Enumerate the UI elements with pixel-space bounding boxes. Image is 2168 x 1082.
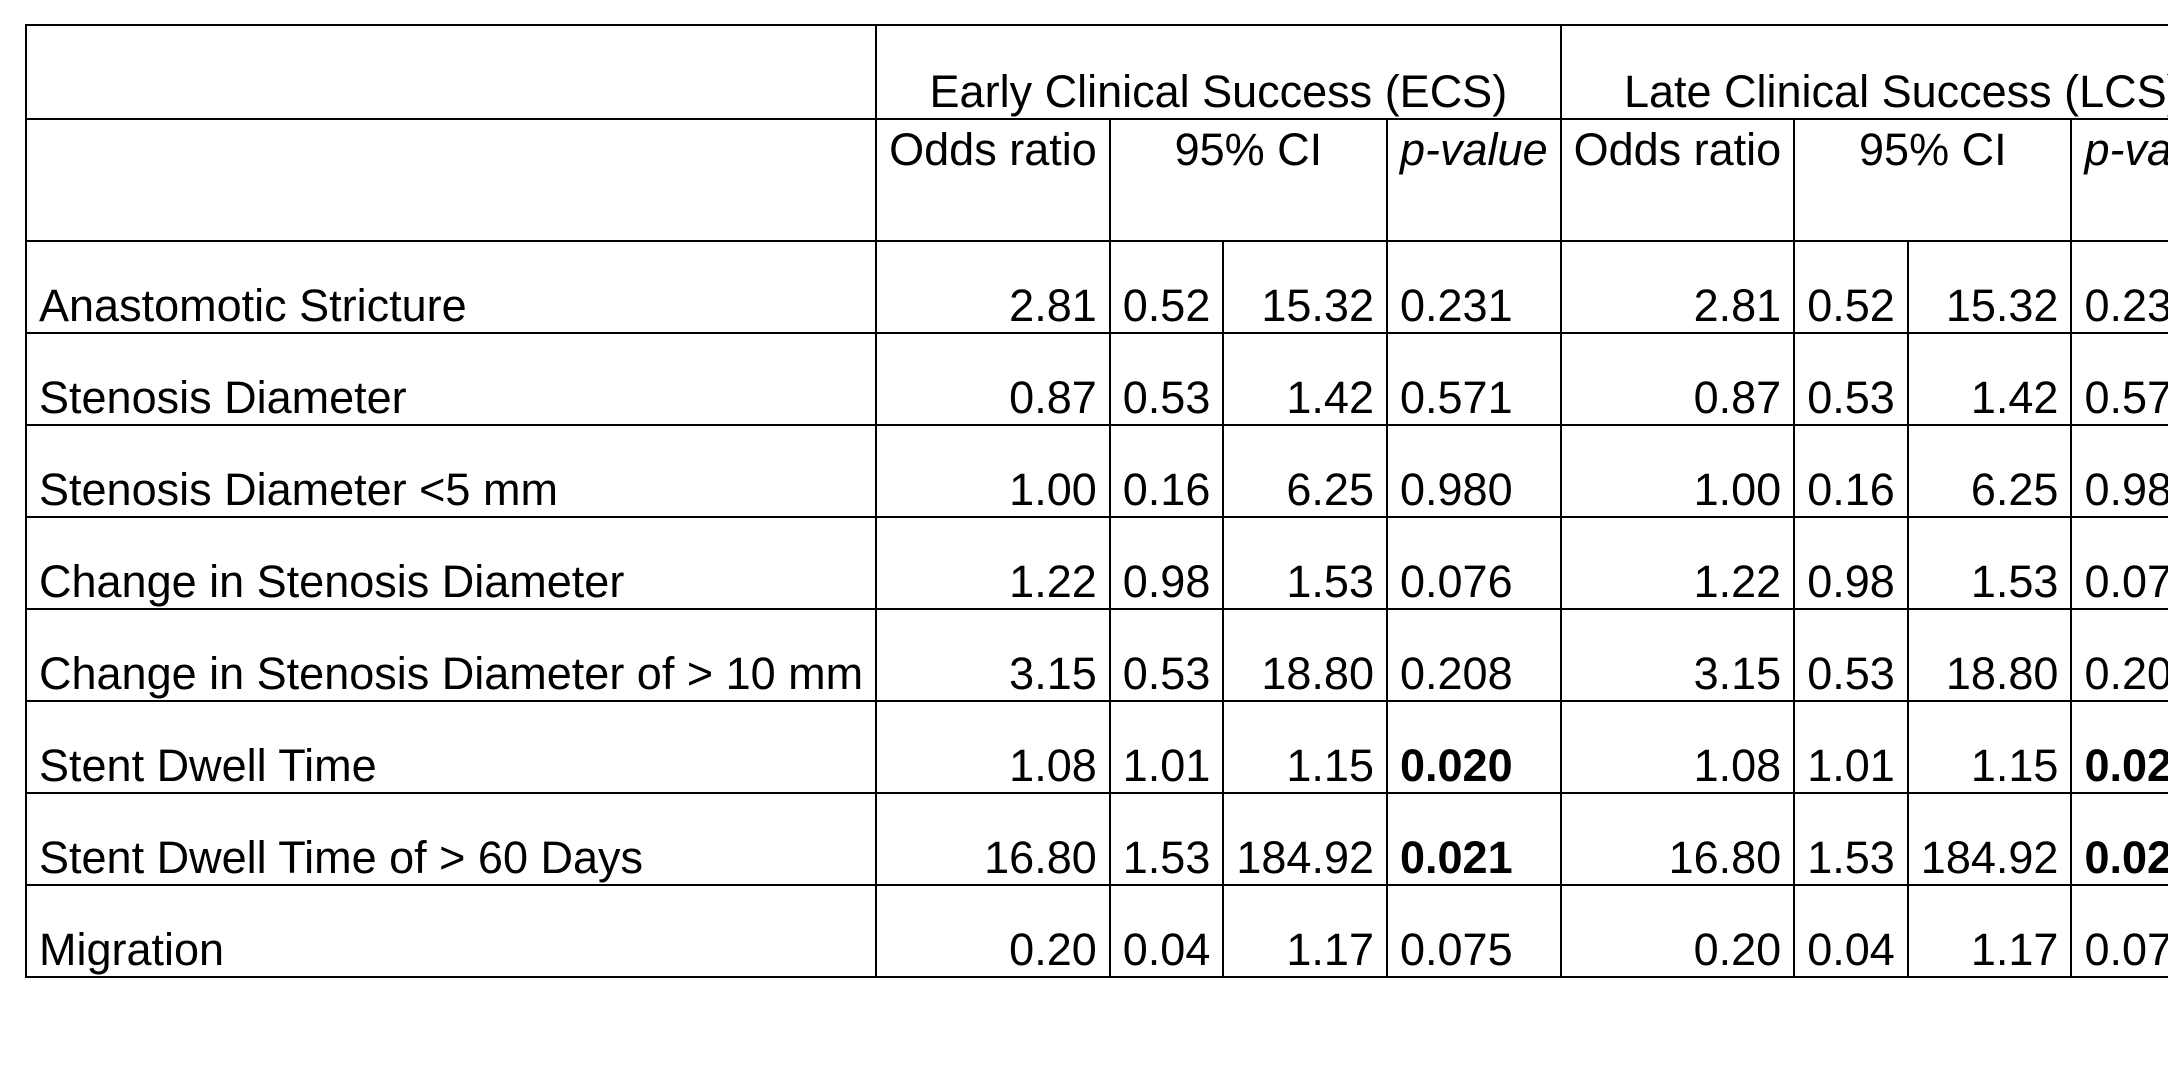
ecs-odds-ratio: 1.22	[875, 516, 1111, 610]
row-label: Change in Stenosis Diameter of > 10 mm	[24, 608, 878, 702]
ecs-ci-lower: 0.53	[1108, 608, 1225, 702]
lcs-odds-ratio-header: Odds ratio	[1559, 118, 1796, 242]
lcs-ci-upper: 1.42	[1906, 332, 2073, 426]
lcs-odds-ratio: 3.15	[1559, 608, 1796, 702]
row-label: Change in Stenosis Diameter	[24, 516, 878, 610]
lcs-p-value: 0.021	[2070, 792, 2168, 886]
ecs-ci-upper: 6.25	[1222, 424, 1388, 518]
lcs-ci-lower: 0.53	[1793, 332, 1909, 426]
lcs-ci-upper: 1.15	[1906, 700, 2073, 794]
lcs-odds-ratio: 2.81	[1559, 240, 1796, 334]
row-label: Stenosis Diameter	[24, 332, 878, 426]
ecs-odds-ratio-header: Odds ratio	[875, 118, 1111, 242]
results-table: Early Clinical Success (ECS) Late Clinic…	[24, 24, 2168, 978]
corner-cell	[24, 24, 878, 120]
ecs-odds-ratio: 1.08	[875, 700, 1111, 794]
ecs-p-value: 0.021	[1386, 792, 1562, 886]
ecs-odds-ratio: 16.80	[875, 792, 1111, 886]
row-label: Stent Dwell Time of > 60 Days	[24, 792, 878, 886]
ecs-p-value: 0.231	[1386, 240, 1562, 334]
subheader-row: Odds ratio 95% CI p-value Odds ratio 95%…	[24, 118, 2168, 242]
table-row: Change in Stenosis Diameter of > 10 mm 3.…	[24, 608, 2168, 702]
ecs-ci-upper: 15.32	[1222, 240, 1388, 334]
ecs-ci-upper: 1.15	[1222, 700, 1388, 794]
table-row: Migration 0.20 0.04 1.17 0.075 0.20 0.04 1.17 0.…	[24, 884, 2168, 978]
ecs-ci-lower: 1.01	[1108, 700, 1225, 794]
ecs-ci-upper: 1.17	[1222, 884, 1388, 978]
ecs-p-value: 0.571	[1386, 332, 1562, 426]
lcs-group-header: Late Clinical Success (LCS)	[1559, 24, 2168, 120]
ecs-p-value: 0.020	[1386, 700, 1562, 794]
lcs-ci-upper: 18.80	[1906, 608, 2073, 702]
ecs-ci-upper: 1.42	[1222, 332, 1388, 426]
lcs-p-value-header: p-value	[2070, 118, 2168, 242]
lcs-odds-ratio: 0.87	[1559, 332, 1796, 426]
lcs-p-value: 0.075	[2070, 884, 2168, 978]
lcs-odds-ratio: 1.08	[1559, 700, 1796, 794]
row-label: Stent Dwell Time	[24, 700, 878, 794]
ecs-ci-lower: 1.53	[1108, 792, 1225, 886]
table-row: Change in Stenosis Diameter 1.22 0.98 1.53 0…	[24, 516, 2168, 610]
ecs-p-value-header: p-value	[1386, 118, 1562, 242]
ecs-p-value: 0.980	[1386, 424, 1562, 518]
lcs-ci-upper: 6.25	[1906, 424, 2073, 518]
table-row: Stenosis Diameter 0.87 0.53 1.42 0.571 0.87 0.…	[24, 332, 2168, 426]
lcs-ci-upper: 184.92	[1906, 792, 2073, 886]
ecs-ci-lower: 0.53	[1108, 332, 1225, 426]
lcs-odds-ratio: 1.22	[1559, 516, 1796, 610]
ecs-ci-upper: 184.92	[1222, 792, 1388, 886]
ecs-p-value: 0.076	[1386, 516, 1562, 610]
ecs-odds-ratio: 2.81	[875, 240, 1111, 334]
ecs-p-value: 0.208	[1386, 608, 1562, 702]
lcs-p-value: 0.208	[2070, 608, 2168, 702]
ecs-ci-header: 95% CI	[1108, 118, 1389, 242]
ecs-odds-ratio: 0.87	[875, 332, 1111, 426]
lcs-ci-lower: 0.52	[1793, 240, 1909, 334]
ecs-odds-ratio: 1.00	[875, 424, 1111, 518]
ecs-p-value: 0.075	[1386, 884, 1562, 978]
ecs-ci-lower: 0.52	[1108, 240, 1225, 334]
ecs-group-header: Early Clinical Success (ECS)	[875, 24, 1562, 120]
table-row: Anastomotic Stricture 2.81 0.52 15.32 0.231 2…	[24, 240, 2168, 334]
lcs-ci-upper: 1.53	[1906, 516, 2073, 610]
lcs-ci-lower: 0.98	[1793, 516, 1909, 610]
lcs-ci-upper: 15.32	[1906, 240, 2073, 334]
row-label: Migration	[24, 884, 878, 978]
lcs-ci-lower: 0.16	[1793, 424, 1909, 518]
lcs-ci-lower: 1.53	[1793, 792, 1909, 886]
lcs-odds-ratio: 0.20	[1559, 884, 1796, 978]
ecs-ci-upper: 1.53	[1222, 516, 1388, 610]
ecs-ci-upper: 18.80	[1222, 608, 1388, 702]
ecs-ci-lower: 0.16	[1108, 424, 1225, 518]
ecs-odds-ratio: 0.20	[875, 884, 1111, 978]
lcs-p-value: 0.076	[2070, 516, 2168, 610]
lcs-p-value: 0.571	[2070, 332, 2168, 426]
lcs-ci-lower: 0.04	[1793, 884, 1909, 978]
row-label: Stenosis Diameter <5 mm	[24, 424, 878, 518]
lcs-ci-upper: 1.17	[1906, 884, 2073, 978]
lcs-p-value: 0.231	[2070, 240, 2168, 334]
ecs-ci-lower: 0.04	[1108, 884, 1225, 978]
table-row: Stent Dwell Time of > 60 Days 16.80 1.53 18…	[24, 792, 2168, 886]
row-label: Anastomotic Stricture	[24, 240, 878, 334]
group-header-row: Early Clinical Success (ECS) Late Clinic…	[24, 24, 2168, 120]
lcs-odds-ratio: 16.80	[1559, 792, 1796, 886]
ecs-odds-ratio: 3.15	[875, 608, 1111, 702]
ecs-ci-lower: 0.98	[1108, 516, 1225, 610]
table-row: Stent Dwell Time 1.08 1.01 1.15 0.020 1.08 1.0…	[24, 700, 2168, 794]
corner-cell	[24, 118, 878, 242]
lcs-odds-ratio: 1.00	[1559, 424, 1796, 518]
lcs-p-value: 0.980	[2070, 424, 2168, 518]
table-row: Stenosis Diameter <5 mm 1.00 0.16 6.25 0.980…	[24, 424, 2168, 518]
lcs-ci-lower: 0.53	[1793, 608, 1909, 702]
lcs-ci-header: 95% CI	[1793, 118, 2073, 242]
lcs-ci-lower: 1.01	[1793, 700, 1909, 794]
lcs-p-value: 0.020	[2070, 700, 2168, 794]
